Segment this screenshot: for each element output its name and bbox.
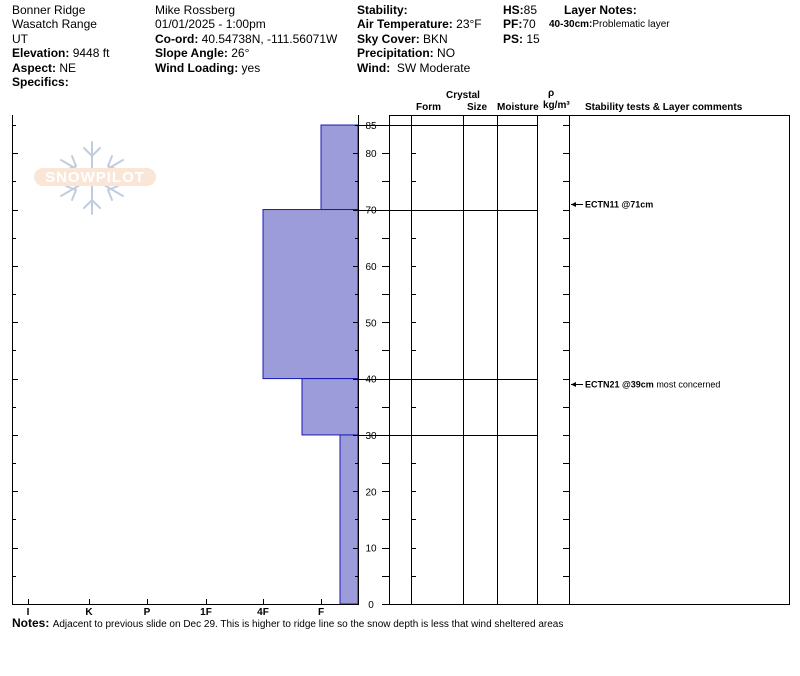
hardness-label-K: K [85,607,93,618]
slope-value: 26° [231,46,250,60]
aspect: Aspect: NE [12,61,76,75]
test-code: ECTN11 @71cm [585,200,653,210]
state: UT [12,32,28,46]
hardness-label-F: F [318,607,324,618]
wind: Wind: SW Moderate [357,61,470,75]
test-arrow-icon-0 [571,202,576,207]
air-temp-value: 23°F [456,17,482,31]
precip-value: NO [437,46,456,60]
wind-loading-value: yes [241,61,261,75]
precip-label: Precipitation: [357,46,434,60]
slope-label: Slope Angle: [155,46,228,60]
sky-cover: Sky Cover: BKN [357,32,448,46]
col-rho: ρ [548,88,555,99]
layer-notes-label: Layer Notes: [564,3,637,17]
depth-label-40: 40 [365,375,377,386]
depth-label-70: 70 [365,206,377,217]
pf-label: PF: [503,17,523,31]
air-temp-label: Air Temperature: [357,17,453,31]
layer-note: 40-30cm:Problematic layer [549,18,670,32]
depth-label-20: 20 [365,487,377,498]
layer-table-frame [389,115,790,605]
layer-note-text: Problematic layer [592,19,670,30]
depth-label-30: 30 [365,431,377,442]
elevation-label: Elevation: [12,46,70,60]
test-label-0: ECTN11 @71cm [585,200,653,210]
test-label-1: ECTN21 @39cm most concerned [585,380,720,390]
wind-loading: Wind Loading: yes [155,61,260,75]
table-depth-ticks [382,125,569,605]
depth-label-50: 50 [365,318,377,329]
stability-label: Stability: [357,3,408,17]
hardness-label-1F: 1F [200,607,212,618]
hardness-layer-0 [320,124,359,211]
hardness-layer-2 [301,378,359,436]
precipitation: Precipitation: NO [357,46,455,60]
hs-label: HS: [503,3,524,17]
test-comment: most concerned [654,380,721,390]
depth-label-60: 60 [365,262,377,273]
slope-angle: Slope Angle: 26° [155,46,249,60]
datetime: 01/01/2025 - 1:00pm [155,17,266,31]
ps-value: 15 [526,32,540,46]
sky-label: Sky Cover: [357,32,420,46]
hardness-plot-frame [12,115,359,605]
aspect-label: Aspect: [12,61,57,75]
col-moisture: Moisture [497,102,539,113]
notes-text: Adjacent to previous slide on Dec 29. Th… [52,619,564,630]
col-size: Size [467,102,488,113]
layer-note-range: 40-30cm: [549,19,593,30]
coord-label: Co-ord: [155,32,199,46]
col-density-unit: kg/m³ [543,100,570,111]
depth-label-0: 0 [368,600,374,611]
pf-value: 70 [522,17,536,31]
aspect-value: NE [59,61,77,75]
ps-label: PS: [503,32,524,46]
depth-label-10: 10 [365,544,377,555]
hardness-label-4F: 4F [257,607,269,618]
wind-value: SW Moderate [396,61,471,75]
pf: PF:70 [503,17,536,31]
notes: Notes: Adjacent to previous slide on Dec… [12,616,563,632]
elevation-value: 9448 ft [72,46,110,60]
sky-value: BKN [423,32,448,46]
depth-label-80: 80 [365,149,377,160]
col-crystal: Crystal [446,90,480,101]
hs: HS:85 [503,3,537,17]
notes-label: Notes: [12,616,50,630]
specifics-label: Specifics: [12,75,69,89]
wind-label: Wind: [357,61,391,75]
watermark-text: SNOWPILOT [45,169,145,186]
mountain-range: Wasatch Range [12,17,97,31]
coord-value: 40.54738N, -111.56071W [201,32,338,46]
location: Bonner Ridge [12,3,86,17]
air-temperature: Air Temperature: 23°F [357,17,482,31]
test-code: ECTN21 @39cm [585,380,654,390]
elevation: Elevation: 9448 ft [12,46,109,60]
depth-label-85: 85 [365,121,377,132]
hs-value: 85 [523,3,538,17]
hardness-layer-1 [262,209,359,380]
coordinates: Co-ord: 40.54738N, -111.56071W [155,32,337,46]
hardness-label-I: I [27,607,30,618]
observer: Mike Rossberg [155,3,236,17]
snowpilot-watermark: SNOWPILOT [34,141,156,215]
test-arrow-icon-1 [571,382,576,387]
left-depth-ticks [12,125,359,605]
ps: PS: 15 [503,32,540,46]
col-form: Form [416,102,441,113]
wind-loading-label: Wind Loading: [155,61,239,75]
hardness-label-P: P [144,607,151,618]
col-comments: Stability tests & Layer comments [585,102,743,113]
